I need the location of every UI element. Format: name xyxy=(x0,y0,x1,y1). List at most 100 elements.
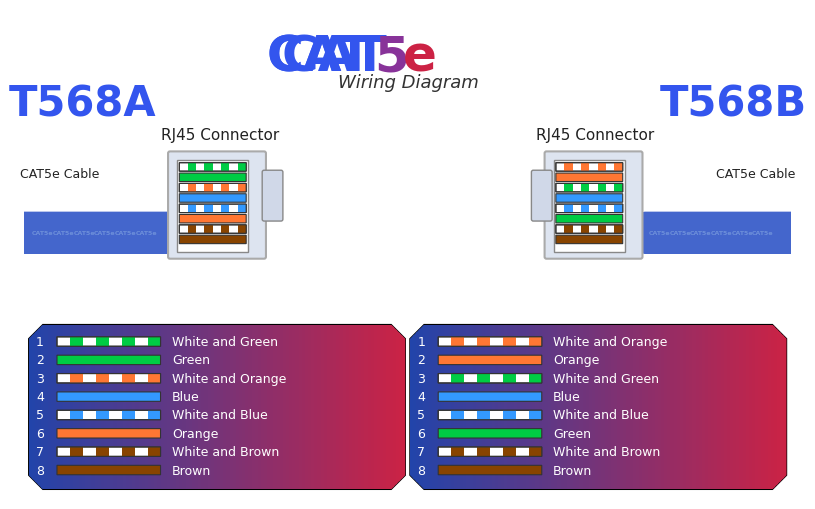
Bar xyxy=(498,325,502,489)
Bar xyxy=(337,325,341,489)
Bar xyxy=(333,325,337,489)
Bar xyxy=(205,225,213,234)
Bar xyxy=(451,325,455,489)
Bar xyxy=(564,225,573,234)
Bar xyxy=(69,325,73,489)
Bar xyxy=(714,325,718,489)
Text: 6: 6 xyxy=(36,427,44,440)
Text: CAT5e: CAT5e xyxy=(95,231,116,235)
Bar xyxy=(473,325,477,489)
Bar xyxy=(148,337,161,347)
Bar xyxy=(768,325,772,489)
Bar xyxy=(686,325,690,489)
Bar xyxy=(35,325,39,489)
Bar xyxy=(476,325,480,489)
Bar xyxy=(564,205,573,213)
Bar xyxy=(529,325,533,489)
Bar xyxy=(96,447,108,457)
Bar xyxy=(173,325,177,489)
Bar xyxy=(205,184,213,192)
Bar xyxy=(676,325,681,489)
Bar xyxy=(520,325,524,489)
FancyBboxPatch shape xyxy=(57,374,161,383)
Bar xyxy=(374,325,378,489)
Bar xyxy=(658,325,662,489)
Bar xyxy=(88,325,92,489)
Text: 5: 5 xyxy=(36,409,44,421)
Bar xyxy=(108,325,112,489)
Bar xyxy=(274,325,278,489)
Bar xyxy=(756,325,760,489)
Text: 2: 2 xyxy=(417,354,425,366)
FancyBboxPatch shape xyxy=(262,171,283,221)
Bar xyxy=(217,325,221,489)
Bar xyxy=(70,374,83,383)
Bar xyxy=(608,325,612,489)
FancyBboxPatch shape xyxy=(641,212,796,254)
Bar xyxy=(220,325,224,489)
Bar xyxy=(539,325,543,489)
Bar xyxy=(349,325,353,489)
Bar xyxy=(117,325,121,489)
Text: Blue: Blue xyxy=(553,390,581,403)
Bar xyxy=(422,325,426,489)
Bar xyxy=(503,447,516,457)
Bar xyxy=(271,325,275,489)
Bar xyxy=(402,325,406,489)
Text: 3: 3 xyxy=(417,372,425,385)
Bar xyxy=(610,325,615,489)
Bar xyxy=(576,325,580,489)
Bar xyxy=(513,325,518,489)
FancyBboxPatch shape xyxy=(438,429,542,438)
Bar xyxy=(76,325,80,489)
FancyBboxPatch shape xyxy=(57,392,161,402)
Bar xyxy=(479,325,483,489)
Bar xyxy=(98,325,102,489)
Bar xyxy=(380,325,384,489)
Bar xyxy=(517,325,521,489)
Bar xyxy=(501,325,505,489)
Bar xyxy=(148,447,161,457)
Bar xyxy=(597,225,606,234)
Bar xyxy=(29,325,33,489)
Bar xyxy=(683,325,687,489)
Bar xyxy=(359,325,363,489)
Bar xyxy=(386,325,390,489)
Bar xyxy=(296,325,300,489)
Text: CAT5e Cable: CAT5e Cable xyxy=(20,168,99,181)
Bar xyxy=(425,325,430,489)
Bar xyxy=(239,325,243,489)
FancyBboxPatch shape xyxy=(57,410,161,420)
Bar xyxy=(211,325,215,489)
Text: White and Green: White and Green xyxy=(172,335,278,348)
FancyBboxPatch shape xyxy=(20,212,174,254)
Bar xyxy=(548,325,552,489)
Bar xyxy=(42,325,46,489)
Bar xyxy=(495,325,499,489)
Bar xyxy=(581,225,589,234)
Text: CAT5e: CAT5e xyxy=(690,231,711,235)
Text: 6: 6 xyxy=(417,427,425,440)
Bar xyxy=(371,325,375,489)
Bar xyxy=(320,325,324,489)
FancyBboxPatch shape xyxy=(179,215,246,223)
Bar xyxy=(588,325,593,489)
Text: White and Blue: White and Blue xyxy=(172,409,267,421)
FancyBboxPatch shape xyxy=(57,447,161,457)
Bar xyxy=(724,325,728,489)
Bar xyxy=(293,325,297,489)
Bar xyxy=(96,374,108,383)
Bar xyxy=(615,225,623,234)
Text: Orange: Orange xyxy=(553,354,600,366)
Bar xyxy=(187,184,196,192)
Bar xyxy=(221,225,230,234)
Bar xyxy=(179,325,183,489)
Bar xyxy=(630,325,634,489)
Bar xyxy=(339,325,343,489)
Bar xyxy=(135,325,139,489)
Bar xyxy=(651,325,655,489)
Bar xyxy=(529,374,542,383)
Text: Orange: Orange xyxy=(172,427,218,440)
Text: RJ45 Connector: RJ45 Connector xyxy=(161,128,279,143)
Bar xyxy=(438,325,443,489)
